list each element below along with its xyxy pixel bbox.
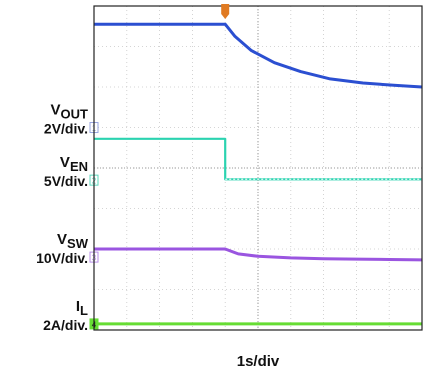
trace-v-out [94,22,423,89]
channel-4-scale: 2A/div. [43,317,88,333]
channel-4-name-main: I [76,298,80,315]
trace-v-en [94,137,422,181]
channel-1-name-sub: OUT [61,107,89,122]
channel-3-name: VSW [57,231,89,251]
channel-2-scale: 5V/div. [44,173,88,189]
trace-v-sw [94,247,423,262]
trigger-marker-icon [221,4,230,19]
channel-1-name-main: V [51,102,61,119]
channel-labels: VOUT2V/div.VEN5V/div.VSW10V/div.IL2A/div… [36,102,89,333]
channel-1-name: VOUT [51,102,89,122]
x-axis-label: 1s/div [237,353,280,370]
channel-2-name: VEN [60,154,88,174]
channel-3-name-sub: SW [67,236,89,251]
plot-border [93,5,423,331]
channel-3-name-main: V [57,231,67,248]
channel-2-name-sub: EN [70,159,88,174]
grid [94,6,422,330]
channel-4-name: IL [76,298,88,318]
channel-3-scale: 10V/div. [36,250,88,266]
channel-4-name-sub: L [80,303,88,318]
channel-2-name-main: V [60,154,70,171]
traces [94,22,423,326]
channel-1-scale: 2V/div. [44,121,88,137]
